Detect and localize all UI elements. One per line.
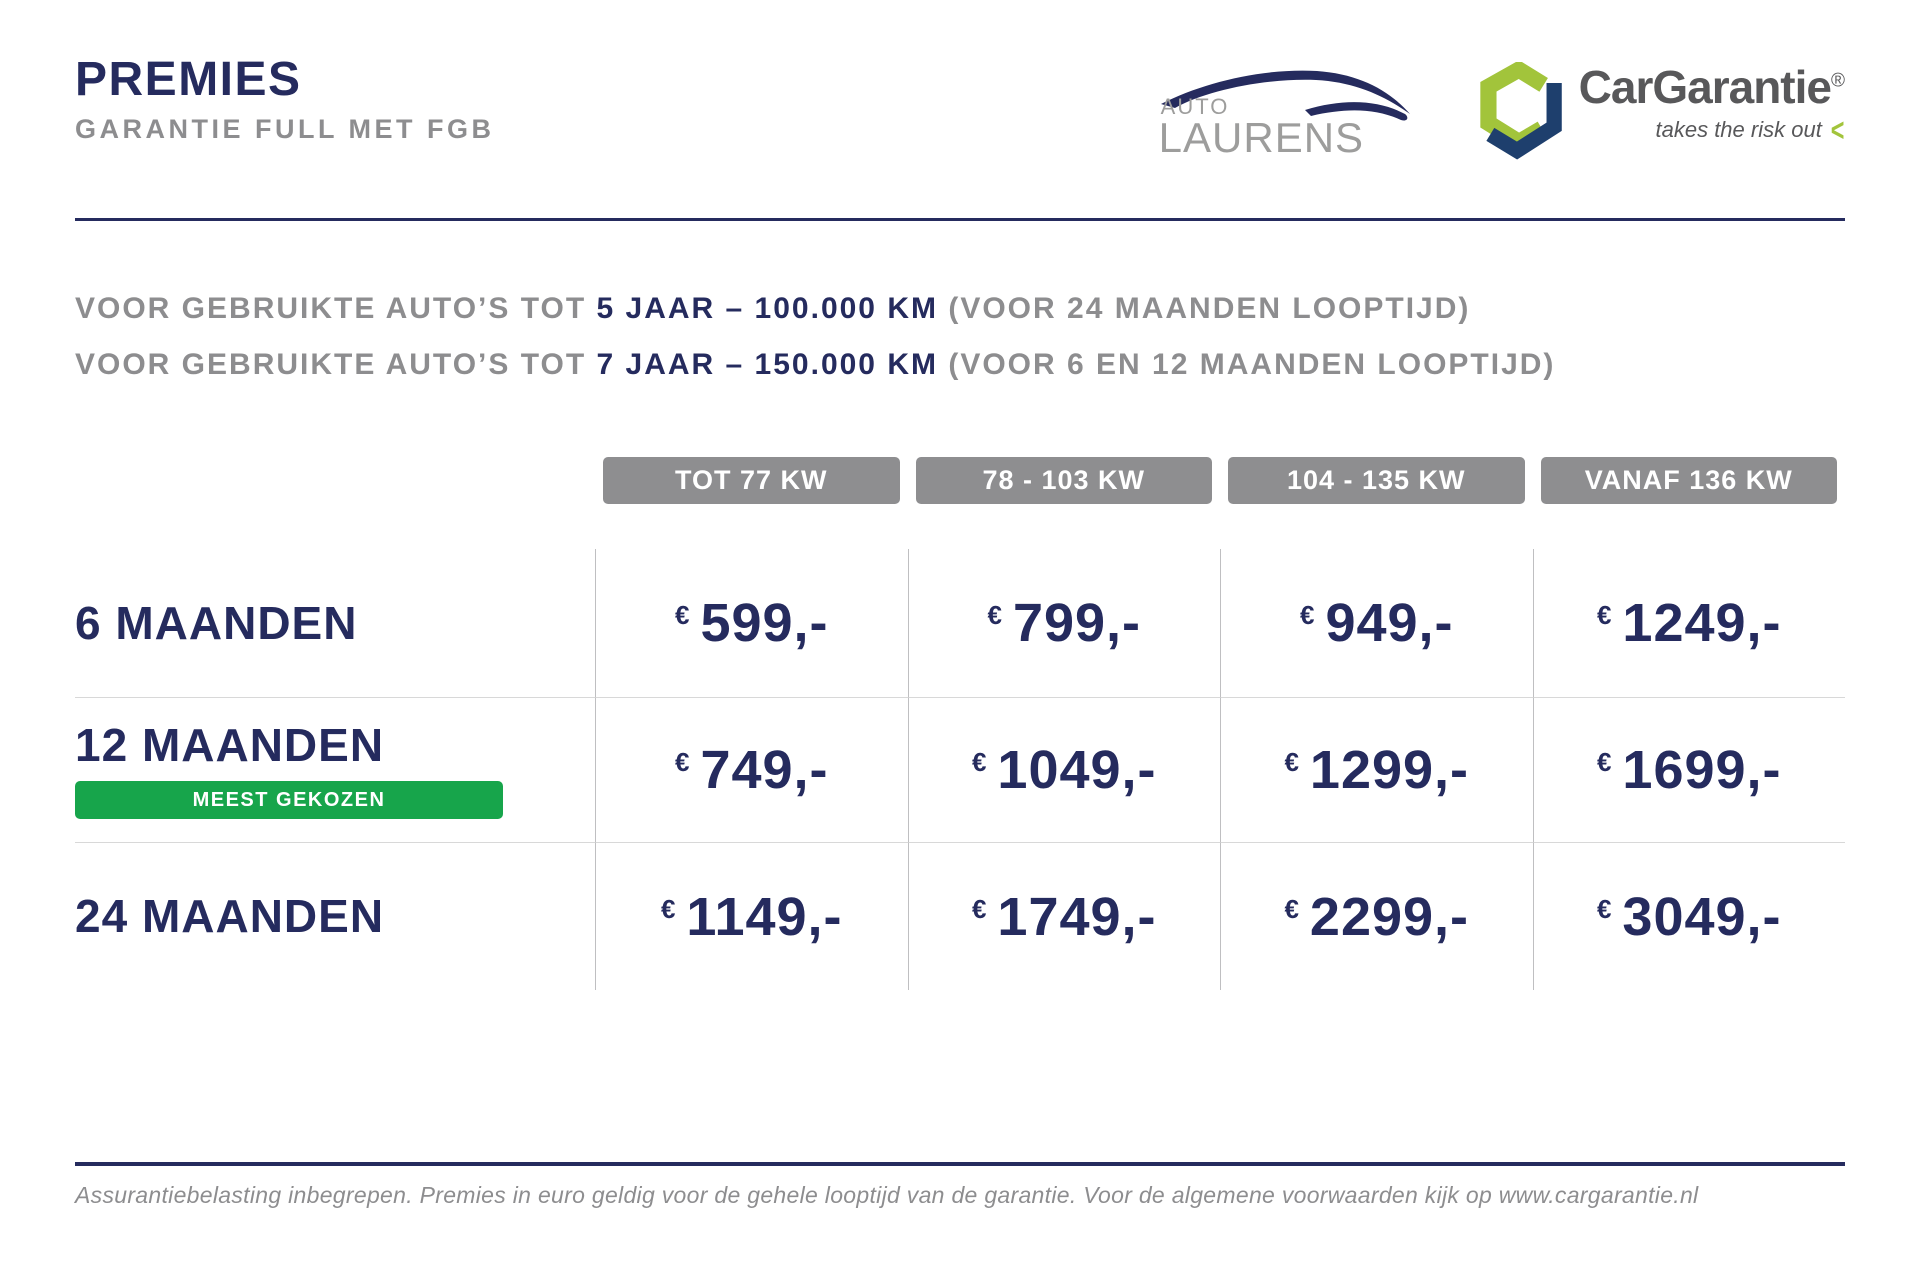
header: PREMIES GARANTIE FULL MET FGB AUTO LAURE… [75, 0, 1845, 162]
column-header-kw-4: VANAF 136 KW [1540, 457, 1837, 504]
row-label-24-maanden: 24 MAANDEN [75, 890, 385, 943]
column-header-kw-3: 104 - 135 KW [1228, 457, 1525, 504]
euro-sign: € [660, 893, 676, 924]
price-value: 949,- [1325, 593, 1454, 653]
auto-laurens-logo-top: AUTO [1160, 94, 1230, 119]
euro-sign: € [971, 893, 987, 924]
intro-line-2-highlight: 7 JAAR – 150.000 KM [596, 348, 938, 381]
table-row-label: 12 MAANDEN MEEST GEKOZEN [75, 697, 595, 842]
price-cell: €1049,- [907, 697, 1220, 842]
price-value: 3049,- [1622, 886, 1782, 947]
row-label-12-maanden: 12 MAANDEN [75, 718, 385, 771]
price-value: 749,- [700, 740, 829, 800]
euro-sign: € [1596, 893, 1612, 924]
cargarantie-logo-text: CarGarantie® takes the risk out < [1579, 62, 1846, 149]
column-header-kw-1: TOT 77 KW [603, 457, 900, 504]
price-cell: €1699,- [1532, 697, 1845, 842]
pricing-table-body: 6 MAANDEN €599,- €799,- €949,- €1249,- 1… [75, 549, 1845, 990]
footer: Assurantiebelasting inbegrepen. Premies … [75, 1162, 1845, 1209]
auto-laurens-logo: AUTO LAURENS [1159, 52, 1411, 161]
cargarantie-logo: CarGarantie® takes the risk out < [1469, 52, 1845, 162]
pricing-table: TOT 77 KW 78 - 103 KW 104 - 135 KW VANAF… [75, 457, 1845, 990]
euro-sign: € [674, 747, 690, 777]
header-divider [75, 218, 1845, 221]
price-value: 1699,- [1622, 740, 1782, 800]
price-cell: €1249,- [1532, 549, 1846, 697]
intro-line-2: VOOR GEBRUIKTE AUTO’S TOT 7 JAAR – 150.0… [75, 337, 1845, 393]
cargarantie-hexagon-icon [1479, 62, 1562, 160]
intro-line-1: VOOR GEBRUIKTE AUTO’S TOT 5 JAAR – 100.0… [75, 281, 1845, 337]
page-subtitle: GARANTIE FULL MET FGB [75, 114, 495, 144]
price-value: 1149,- [686, 886, 843, 947]
table-row-label: 6 MAANDEN [75, 549, 595, 697]
price-value: 1249,- [1622, 593, 1782, 653]
tagline-text: takes the risk out [1655, 117, 1822, 143]
intro: VOOR GEBRUIKTE AUTO’S TOT 5 JAAR – 100.0… [75, 281, 1845, 393]
price-cell: €3049,- [1532, 842, 1845, 990]
intro-line-1-suffix: (VOOR 24 MAANDEN LOOPTIJD) [948, 292, 1471, 325]
euro-sign: € [1299, 600, 1315, 630]
price-value: 1049,- [997, 740, 1157, 800]
price-cell: €749,- [595, 697, 908, 842]
euro-sign: € [674, 600, 690, 630]
intro-line-1-prefix: VOOR GEBRUIKTE AUTO’S TOT [75, 292, 587, 325]
cargarantie-tagline: takes the risk out < [1655, 111, 1846, 149]
price-value: 1299,- [1309, 740, 1470, 800]
price-cell: €1149,- [595, 842, 908, 990]
pricing-table-header: TOT 77 KW 78 - 103 KW 104 - 135 KW VANAF… [75, 457, 1845, 504]
price-value: 799,- [1012, 593, 1142, 653]
column-header-kw-2: 78 - 103 KW [915, 457, 1212, 504]
footer-divider [75, 1162, 1845, 1166]
euro-sign: € [1596, 600, 1612, 630]
price-value: 2299,- [1309, 886, 1470, 947]
intro-line-2-prefix: VOOR GEBRUIKTE AUTO’S TOT [75, 348, 587, 381]
price-value: 1749,- [997, 886, 1157, 947]
auto-laurens-logo-name: LAURENS [1158, 114, 1365, 161]
intro-line-2-suffix: (VOOR 6 EN 12 MAANDEN LOOPTIJD) [948, 348, 1556, 381]
price-cell: €599,- [595, 549, 908, 697]
price-value: 599,- [700, 593, 829, 653]
price-cell: €1299,- [1220, 697, 1533, 842]
euro-sign: € [1284, 747, 1299, 777]
price-cell: €949,- [1220, 549, 1533, 697]
most-chosen-badge: MEEST GEKOZEN [75, 781, 503, 820]
price-cell: €1749,- [907, 842, 1220, 990]
registered-mark: ® [1831, 70, 1845, 92]
row-label-6-maanden: 6 MAANDEN [75, 596, 358, 649]
page-title: PREMIES [75, 53, 302, 106]
euro-sign: € [971, 747, 987, 777]
cargarantie-name: CarGarantie [1578, 61, 1832, 113]
title-block: PREMIES GARANTIE FULL MET FGB [75, 52, 494, 145]
logos: AUTO LAURENS CarGarantie® takes the risk… [1159, 52, 1845, 162]
header-spacer [75, 457, 595, 504]
euro-sign: € [1284, 893, 1299, 924]
chevron-left-icon: < [1830, 110, 1845, 149]
euro-sign: € [987, 600, 1002, 630]
cargarantie-wordmark: CarGarantie® [1579, 62, 1845, 113]
disclaimer-text: Assurantiebelasting inbegrepen. Premies … [75, 1182, 1699, 1208]
price-cell: €799,- [907, 549, 1221, 697]
intro-line-1-highlight: 5 JAAR – 100.000 KM [596, 292, 938, 325]
table-row-label: 24 MAANDEN [75, 842, 595, 990]
car-silhouette-icon [1160, 70, 1410, 121]
price-cell: €2299,- [1220, 842, 1533, 990]
euro-sign: € [1596, 747, 1612, 777]
